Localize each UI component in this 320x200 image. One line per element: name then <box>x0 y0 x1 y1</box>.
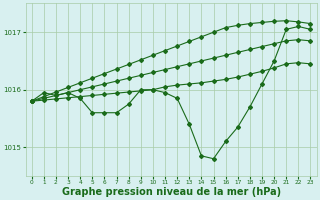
X-axis label: Graphe pression niveau de la mer (hPa): Graphe pression niveau de la mer (hPa) <box>61 187 281 197</box>
